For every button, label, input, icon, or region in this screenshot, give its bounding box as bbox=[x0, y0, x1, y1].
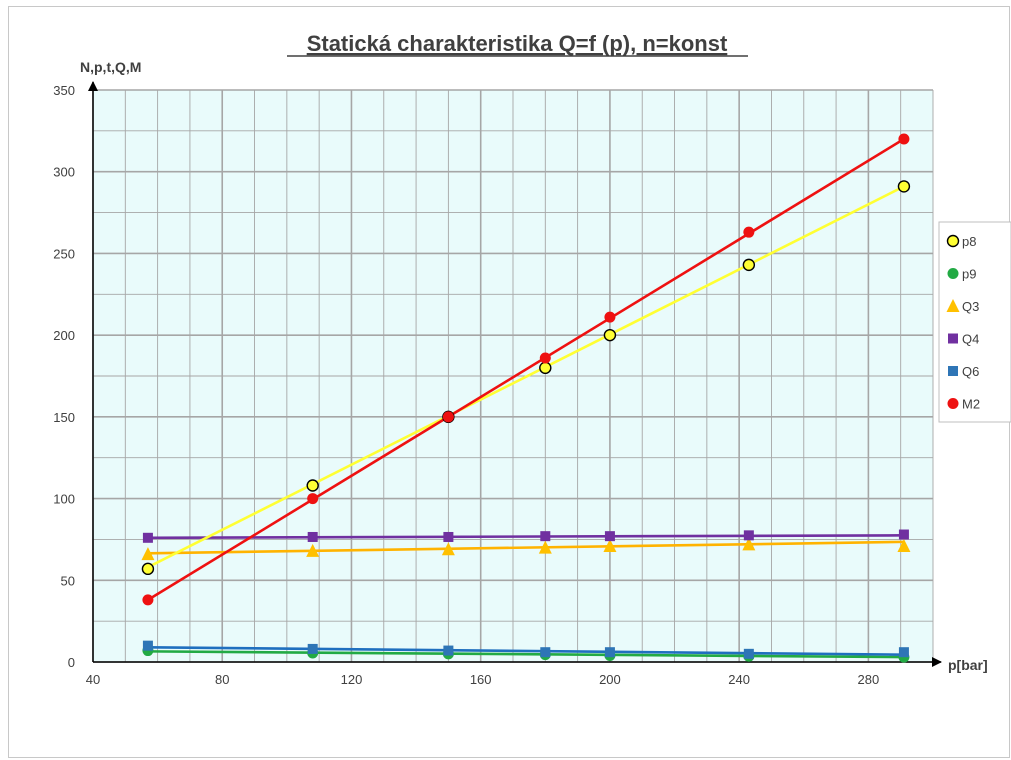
series-line-q3 bbox=[147, 540, 904, 555]
series-lines bbox=[147, 137, 905, 659]
marker-p9-legend bbox=[947, 268, 959, 279]
y-tick-label: 150 bbox=[53, 410, 75, 425]
x-tick-label: 280 bbox=[858, 672, 880, 687]
marker-q6-point bbox=[307, 643, 318, 654]
marker-p8-point bbox=[742, 258, 756, 272]
marker-p8-point bbox=[603, 328, 617, 342]
marker-q6-point bbox=[743, 648, 754, 659]
marker-p8-point bbox=[306, 479, 319, 492]
marker-q4-point bbox=[898, 529, 909, 540]
y-tick-label: 250 bbox=[53, 246, 75, 261]
y-tick-label: 0 bbox=[68, 655, 75, 670]
marker-p8-point bbox=[897, 180, 911, 193]
marker-q3-point bbox=[141, 547, 155, 561]
x-tick-label: 40 bbox=[86, 672, 100, 687]
marker-m2-point bbox=[898, 133, 910, 145]
series-line-q6 bbox=[147, 645, 904, 656]
marker-q4-point bbox=[604, 531, 615, 542]
x-tick-label: 120 bbox=[341, 672, 363, 687]
marker-q6-legend bbox=[948, 366, 958, 376]
series-line-q4 bbox=[147, 534, 904, 540]
y-tick-label: 50 bbox=[61, 573, 75, 588]
legend-label-q4: Q4 bbox=[962, 332, 979, 347]
x-tick-label: 80 bbox=[215, 672, 229, 687]
marker-m2-point bbox=[142, 594, 154, 606]
marker-p8-point bbox=[141, 562, 155, 576]
marker-p8-point bbox=[539, 361, 552, 375]
marker-q3-point bbox=[538, 540, 552, 554]
grid bbox=[92, 89, 934, 663]
marker-q4-point bbox=[743, 530, 754, 541]
marker-m2-point bbox=[604, 311, 616, 323]
x-axis-label: p[bar] bbox=[948, 657, 988, 673]
marker-q3-point bbox=[306, 543, 320, 557]
series-line-p8 bbox=[147, 185, 905, 569]
y-tick-label: 300 bbox=[53, 165, 75, 180]
legend-label-p9: p9 bbox=[962, 267, 976, 282]
legend-label-q6: Q6 bbox=[962, 364, 979, 379]
marker-q6-point bbox=[898, 647, 909, 658]
legend-label-m2: M2 bbox=[962, 397, 980, 412]
series-line-m2 bbox=[147, 137, 905, 602]
legend-box bbox=[938, 221, 1011, 423]
series-markers bbox=[141, 133, 911, 663]
legend: p8 p9 Q3 Q4 Q6 M2 bbox=[938, 221, 1011, 423]
marker-q6-point bbox=[443, 645, 454, 656]
marker-q4-point bbox=[142, 532, 153, 543]
marker-q3-point bbox=[441, 542, 455, 556]
y-axis-label: N,p,t,Q,M bbox=[80, 59, 141, 75]
marker-q4-legend bbox=[948, 333, 958, 344]
marker-q6-point bbox=[540, 647, 551, 658]
marker-m2-point bbox=[743, 226, 755, 238]
chart-title: Statická charakteristika Q=f (p), n=kons… bbox=[307, 31, 728, 56]
marker-q4-point bbox=[443, 531, 454, 542]
y-tick-labels: 0 50 100 150 200 250 300 350 bbox=[53, 83, 75, 670]
marker-m2-point bbox=[307, 493, 319, 505]
axes bbox=[88, 81, 942, 667]
y-tick-label: 200 bbox=[53, 328, 75, 343]
x-tick-label: 200 bbox=[599, 672, 621, 687]
marker-q4-point bbox=[540, 531, 551, 542]
series-line-p9 bbox=[147, 650, 904, 659]
legend-label-p8: p8 bbox=[962, 234, 976, 249]
marker-q3-point bbox=[742, 537, 756, 551]
y-tick-label: 100 bbox=[53, 492, 75, 507]
marker-m2-point bbox=[442, 411, 454, 423]
y-tick-label: 350 bbox=[53, 83, 75, 98]
legend-label-q3: Q3 bbox=[962, 299, 979, 314]
marker-q4-point bbox=[307, 531, 318, 542]
marker-q3-point bbox=[897, 538, 911, 552]
marker-m2-point bbox=[539, 352, 551, 364]
marker-q6-point bbox=[142, 640, 153, 651]
marker-q3-point bbox=[603, 538, 617, 552]
x-tick-label: 240 bbox=[728, 672, 750, 687]
marker-q3-legend bbox=[946, 299, 960, 312]
marker-p8-legend bbox=[946, 234, 960, 248]
marker-m2-legend bbox=[947, 398, 959, 409]
x-tick-labels: 40 80 120 160 200 240 280 bbox=[86, 672, 879, 687]
marker-q6-point bbox=[604, 647, 615, 658]
x-tick-label: 160 bbox=[470, 672, 492, 687]
